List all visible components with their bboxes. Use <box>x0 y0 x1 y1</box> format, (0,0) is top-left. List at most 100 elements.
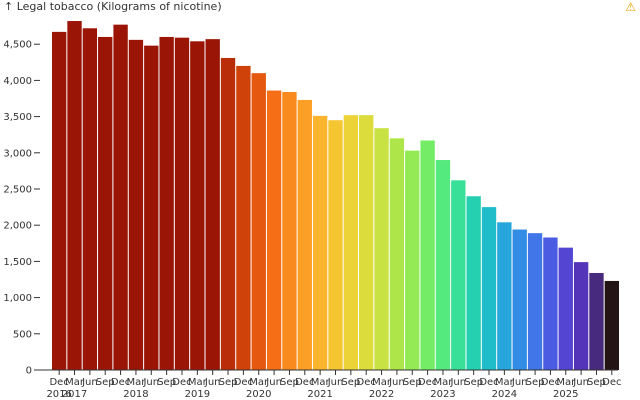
x-tick-label: Jun <box>265 377 282 388</box>
x-tick-label: Dec <box>111 377 130 388</box>
bar[interactable]: Sep 2021: 3,520 <box>343 115 359 371</box>
x-year-label: 2024 <box>492 389 517 400</box>
bar[interactable]: Mar 2024: 2,040 <box>497 222 512 370</box>
bar[interactable]: Dec 2025: 1,230 <box>604 280 619 370</box>
x-year-label: 2019 <box>185 389 210 400</box>
x-tick-label: Jun <box>572 377 589 388</box>
x-tick-label: Jun <box>449 377 466 388</box>
y-tick-label: 4,000 <box>3 76 32 87</box>
y-tick-label: 500 <box>13 329 32 340</box>
x-tick-label: Jun <box>204 377 221 388</box>
x-tick-label: Mar <box>495 377 515 388</box>
bar[interactable]: Sep 2020: 3,840 <box>282 91 297 370</box>
x-tick-label: Sep <box>96 377 115 388</box>
x-year-label: 2017 <box>62 389 87 400</box>
x-tick-label: Sep <box>587 377 606 388</box>
x-tick-label: Dec <box>602 377 621 388</box>
bar[interactable]: Jun 2019: 4,570 <box>205 39 220 370</box>
x-tick-label: Sep <box>403 377 422 388</box>
bar[interactable]: Sep 2024: 1,890 <box>527 233 543 370</box>
x-tick-label: Sep <box>464 377 483 388</box>
bar[interactable]: Mar 2019: 4,540 <box>190 41 205 371</box>
bar[interactable]: Dec 2023: 2,250 <box>481 207 497 370</box>
x-tick-label: Mar <box>249 377 269 388</box>
x-tick-label: Sep <box>157 377 176 388</box>
y-tick-label: 1,500 <box>3 257 32 268</box>
x-tick-label: Mar <box>556 377 576 388</box>
bar[interactable]: Dec 2024: 1,830 <box>543 237 558 370</box>
x-year-label: 2016 <box>46 389 71 400</box>
bar[interactable]: Jun 2017: 4,720 <box>82 28 98 371</box>
x-tick-label: Dec <box>172 377 191 388</box>
bar[interactable]: Mar 2018: 4,560 <box>128 39 144 371</box>
y-tick-label: 0 <box>26 366 32 377</box>
bars: Dec 2016: 4,670Mar 2017: 4,820Jun 2017: … <box>52 21 619 371</box>
bar[interactable]: Jun 2018: 4,480 <box>144 45 159 371</box>
bar[interactable]: Jun 2020: 3,860 <box>266 90 282 370</box>
bar[interactable]: Dec 2021: 3,520 <box>359 115 374 371</box>
y-axis: 0 500 1,000 1,500 2,000 2,500 3,000 3,500 4,000 4… <box>3 40 40 377</box>
bar[interactable]: Jun 2023: 2,620 <box>451 180 466 370</box>
y-tick-label: 2,500 <box>3 185 32 196</box>
x-tick-label: Dec <box>357 377 376 388</box>
x-tick-label: Jun <box>388 377 405 388</box>
x-axis: DecMarJunSepDecMarJunSepDecMarJunSepDecM… <box>40 369 622 400</box>
bar[interactable]: Jun 2021: 3,450 <box>328 120 343 370</box>
x-tick-label: Dec <box>49 377 68 388</box>
bar[interactable]: Jun 2025: 1,490 <box>573 262 589 370</box>
y-tick-label: 2,000 <box>3 221 32 232</box>
x-tick-label: Sep <box>526 377 545 388</box>
bar[interactable]: Mar 2020: 4,100 <box>251 73 266 370</box>
x-year-label: 2018 <box>123 389 148 400</box>
x-year-label: 2022 <box>369 389 394 400</box>
x-tick-label: Sep <box>219 377 238 388</box>
bar[interactable]: Dec 2016: 4,670 <box>52 31 67 370</box>
bar[interactable]: Dec 2019: 4,200 <box>236 65 251 371</box>
bar[interactable]: Dec 2020: 3,730 <box>297 99 312 370</box>
x-tick-label: Jun <box>511 377 528 388</box>
x-tick-label: Dec <box>418 377 437 388</box>
y-tick-label: 4,500 <box>3 40 32 51</box>
bar[interactable]: Dec 2017: 4,770 <box>113 24 128 371</box>
y-axis-title: ↑ Legal tobacco (Kilograms of nicotine) <box>4 0 222 13</box>
x-tick-label: Mar <box>311 377 331 388</box>
x-tick-label: Sep <box>280 377 299 388</box>
bar[interactable]: Sep 2017: 4,600 <box>98 36 113 371</box>
bar[interactable]: Mar 2022: 3,340 <box>374 128 389 370</box>
x-tick-label: Mar <box>434 377 454 388</box>
x-tick-label: Dec <box>234 377 253 388</box>
bar[interactable]: Dec 2018: 4,590 <box>174 37 190 371</box>
bar[interactable]: Jun 2024: 1,940 <box>512 229 527 370</box>
x-year-label: 2025 <box>553 389 578 400</box>
x-year-label: 2021 <box>307 389 332 400</box>
bar[interactable]: Dec 2022: 3,170 <box>420 140 435 370</box>
y-tick-label: 3,000 <box>3 148 32 159</box>
bar[interactable]: Sep 2022: 3,030 <box>405 150 420 370</box>
x-tick-label: Dec <box>541 377 560 388</box>
x-tick-label: Dec <box>295 377 314 388</box>
bar[interactable]: Mar 2021: 3,510 <box>312 115 328 370</box>
bar[interactable]: Jun 2022: 3,200 <box>389 138 405 370</box>
x-tick-label: Mar <box>126 377 146 388</box>
x-year-label: 2020 <box>246 389 271 400</box>
bar[interactable]: Mar 2025: 1,690 <box>558 247 573 370</box>
x-tick-label: Mar <box>372 377 392 388</box>
bar[interactable]: Mar 2023: 2,900 <box>435 160 451 370</box>
x-tick-label: Dec <box>479 377 498 388</box>
x-year-label: 2023 <box>430 389 455 400</box>
x-tick-label: Jun <box>327 377 344 388</box>
warning-icon[interactable]: ⚠ <box>625 0 636 14</box>
x-tick-label: Sep <box>341 377 360 388</box>
bar[interactable]: Mar 2017: 4,820 <box>67 21 82 371</box>
y-tick-label: 3,500 <box>3 112 32 123</box>
bar[interactable]: Sep 2019: 4,310 <box>220 57 236 371</box>
bar[interactable]: Sep 2018: 4,600 <box>159 36 174 371</box>
bar[interactable]: Sep 2023: 2,400 <box>466 196 481 370</box>
x-tick-label: Mar <box>188 377 208 388</box>
y-tick-label: 1,000 <box>3 293 32 304</box>
bar[interactable]: Sep 2025: 1,340 <box>589 272 604 370</box>
x-tick-label: Jun <box>81 377 98 388</box>
x-tick-label: Jun <box>142 377 159 388</box>
x-tick-label: Mar <box>65 377 85 388</box>
